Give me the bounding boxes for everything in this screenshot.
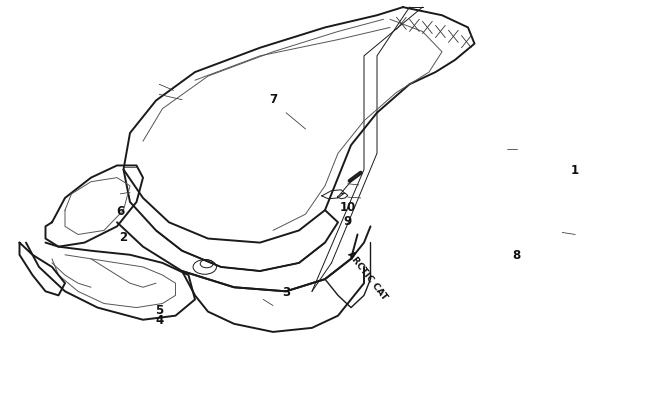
Text: 10: 10	[339, 201, 356, 214]
Text: 3: 3	[282, 285, 290, 298]
Text: ARCTIC CAT: ARCTIC CAT	[346, 249, 389, 301]
Text: 6: 6	[116, 204, 124, 217]
Text: 5: 5	[155, 303, 163, 316]
Text: 4: 4	[155, 313, 163, 326]
Text: 7: 7	[269, 93, 277, 106]
Text: 9: 9	[344, 214, 352, 227]
Text: 2: 2	[120, 230, 127, 243]
Text: 8: 8	[513, 249, 521, 262]
Text: 1: 1	[571, 164, 579, 177]
